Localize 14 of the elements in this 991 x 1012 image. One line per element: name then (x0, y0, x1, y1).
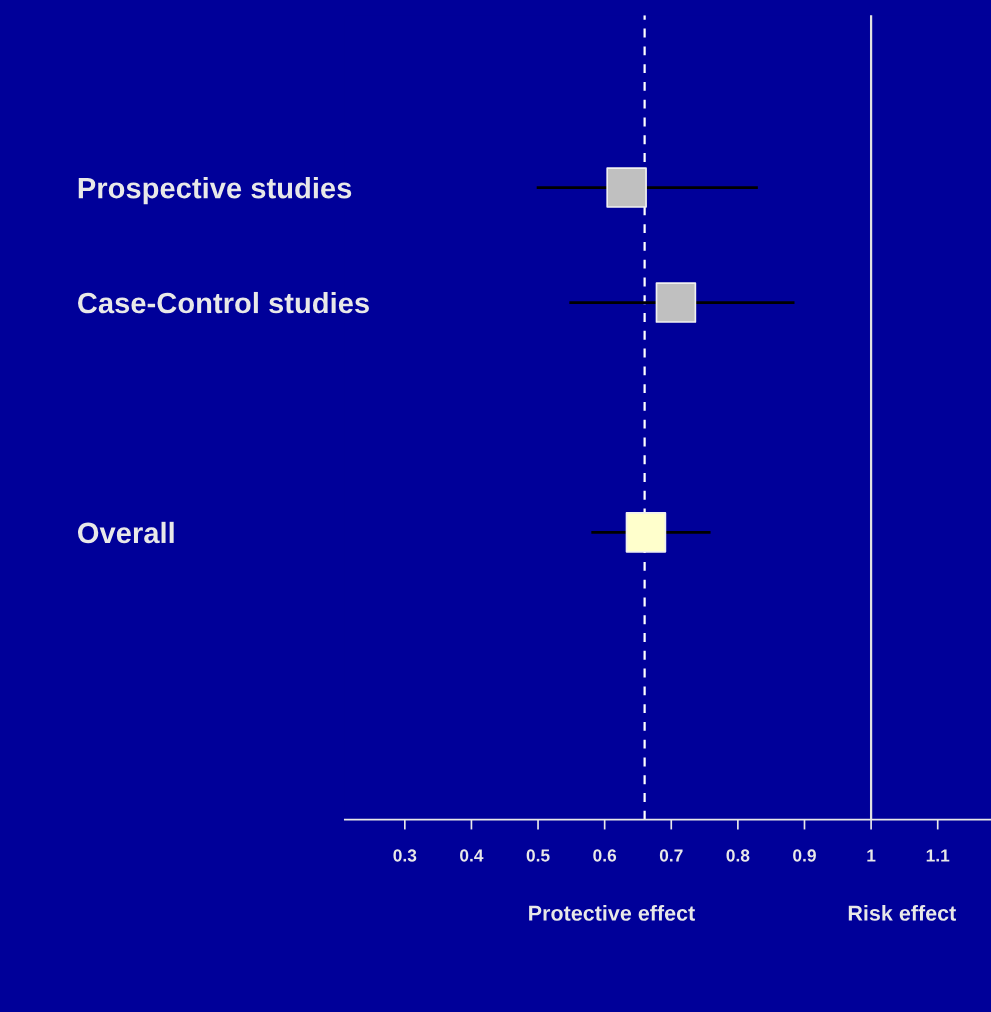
text: Risk effect (848, 904, 956, 921)
x-tick-label: 0.9 (793, 849, 816, 862)
x-tick-label: 0.6 (593, 849, 617, 862)
x-tick-label: 0.5 (526, 849, 550, 862)
y-tick-label: Case-Control studies (78, 291, 369, 314)
y-tick-label: Overall (78, 521, 174, 544)
y-tick-label: Prospective studies (78, 177, 352, 205)
x-tick-label: 0.8 (726, 849, 750, 862)
x-tick-label: 0.3 (393, 849, 417, 862)
x-tick-label: 0.7 (659, 849, 683, 862)
x-tick-label: 0.4 (460, 849, 484, 862)
text: Protective effect (529, 904, 695, 921)
x-tick-label: 1 (867, 849, 876, 862)
x-tick-label: 1.1 (926, 849, 950, 862)
